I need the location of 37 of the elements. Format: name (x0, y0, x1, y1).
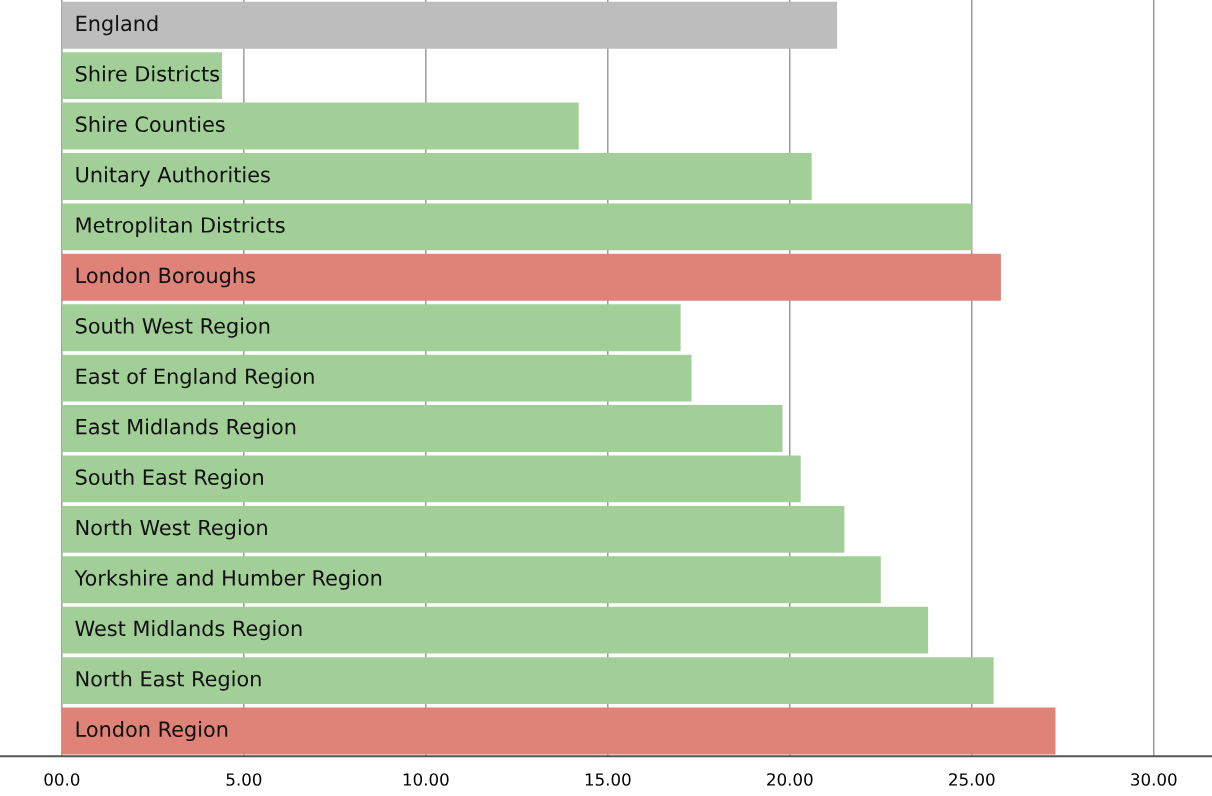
bar (61, 455, 801, 503)
y-tick-label: South West Region (75, 317, 270, 338)
bar (61, 304, 681, 352)
y-tick-label: Shire Counties (75, 115, 225, 133)
bar (61, 707, 1056, 755)
bar (61, 1, 838, 49)
y-tick-label: East Midlands Region (76, 418, 296, 439)
bar (61, 153, 812, 200)
x-tick-label: 30.00 (1131, 773, 1177, 786)
x-tick-label: 25.00 (949, 773, 995, 786)
bar (61, 657, 994, 705)
bar (61, 354, 692, 402)
y-tick-label: Unitary Authorities (76, 166, 270, 187)
y-tick-label: Metroplitan Districts (76, 216, 285, 237)
y-tick-label: London Region (76, 720, 228, 742)
y-tick-label: North East Region (76, 670, 261, 691)
x-tick-label: 20.00 (767, 773, 813, 786)
bar (61, 253, 1001, 301)
y-tick-label: North West Region (76, 519, 267, 540)
bar (61, 52, 223, 100)
bar (61, 556, 881, 604)
bar (61, 606, 929, 654)
bar (61, 505, 845, 553)
y-tick-label: West Midlands Region (75, 620, 302, 641)
x-tick-label: 10.00 (403, 773, 449, 786)
y-tick-label: Shire Districts (75, 65, 220, 82)
bar (61, 102, 579, 150)
x-tick-label: 15.00 (585, 773, 631, 786)
y-tick-label: England (76, 15, 158, 36)
y-tick-label: London Boroughs (76, 267, 255, 288)
x-tick-label: 5.00 (226, 773, 262, 786)
y-tick-label: East of England Region (76, 368, 314, 389)
y-tick-label: Yorkshire and Humber Region (74, 569, 382, 590)
bar (61, 405, 783, 452)
bar (61, 203, 972, 251)
y-tick-label: South East Region (75, 468, 263, 490)
x-tick-label: 00.0 (44, 773, 80, 786)
